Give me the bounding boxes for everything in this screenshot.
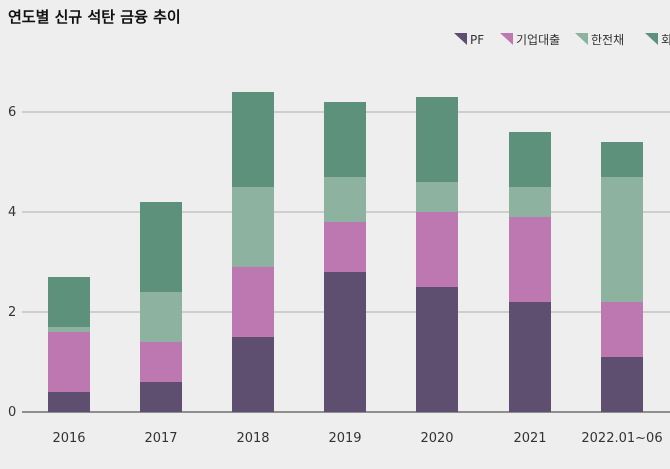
x-tick-label-4: 2020 (420, 431, 453, 446)
bar-2021-series-1 (509, 217, 551, 302)
y-tick-label-4: 4 (8, 205, 16, 220)
legend-marker-2 (575, 33, 588, 45)
legend-label-1: 기업대출 (516, 33, 560, 47)
x-tick-label-3: 2019 (328, 431, 361, 446)
y-tick-label-6: 6 (8, 105, 16, 120)
bar-2019-series-2 (324, 177, 366, 222)
y-tick-label-2: 2 (8, 305, 16, 320)
legend-marker-3 (645, 33, 658, 45)
legend-label-3: 회사 (661, 33, 670, 47)
bar-2017-series-3 (140, 202, 182, 292)
x-tick-label-5: 2021 (513, 431, 546, 446)
bar-2019-series-1 (324, 222, 366, 272)
bar-2017-series-1 (140, 342, 182, 382)
bar-2021-series-2 (509, 187, 551, 217)
x-tick-label-2: 2018 (236, 431, 269, 446)
bar-2022.01~06-series-2 (601, 177, 643, 302)
bar-2018-series-0 (232, 337, 274, 412)
bar-2016-series-1 (48, 332, 90, 392)
chart-title: 연도별 신규 석탄 금융 추이 (8, 8, 181, 26)
bar-2020-series-2 (416, 182, 458, 212)
bar-2016-series-3 (48, 277, 90, 327)
legend-label-0: PF (470, 33, 484, 47)
legend-marker-0 (454, 33, 467, 45)
bar-2022.01~06-series-1 (601, 302, 643, 357)
bar-2018-series-1 (232, 267, 274, 337)
legend-marker-1 (500, 33, 513, 45)
bar-2018-series-2 (232, 187, 274, 267)
bar-2022.01~06-series-0 (601, 357, 643, 412)
bar-2016-series-0 (48, 392, 90, 412)
bar-2016-series-2 (48, 327, 90, 332)
bar-2021-series-0 (509, 302, 551, 412)
bar-2020-series-3 (416, 97, 458, 182)
bar-2017-series-0 (140, 382, 182, 412)
bar-2019-series-0 (324, 272, 366, 412)
x-tick-label-0: 2016 (52, 431, 85, 446)
bar-2022.01~06-series-3 (601, 142, 643, 177)
bar-2020-series-1 (416, 212, 458, 287)
x-tick-label-1: 2017 (144, 431, 177, 446)
bar-2020-series-0 (416, 287, 458, 412)
bar-2021-series-3 (509, 132, 551, 187)
y-tick-label-0: 0 (8, 405, 16, 420)
bar-2018-series-3 (232, 92, 274, 187)
x-tick-label-6: 2022.01~06 (581, 431, 662, 446)
bar-2017-series-2 (140, 292, 182, 342)
legend-label-2: 한전채 (591, 33, 624, 47)
bar-2019-series-3 (324, 102, 366, 177)
